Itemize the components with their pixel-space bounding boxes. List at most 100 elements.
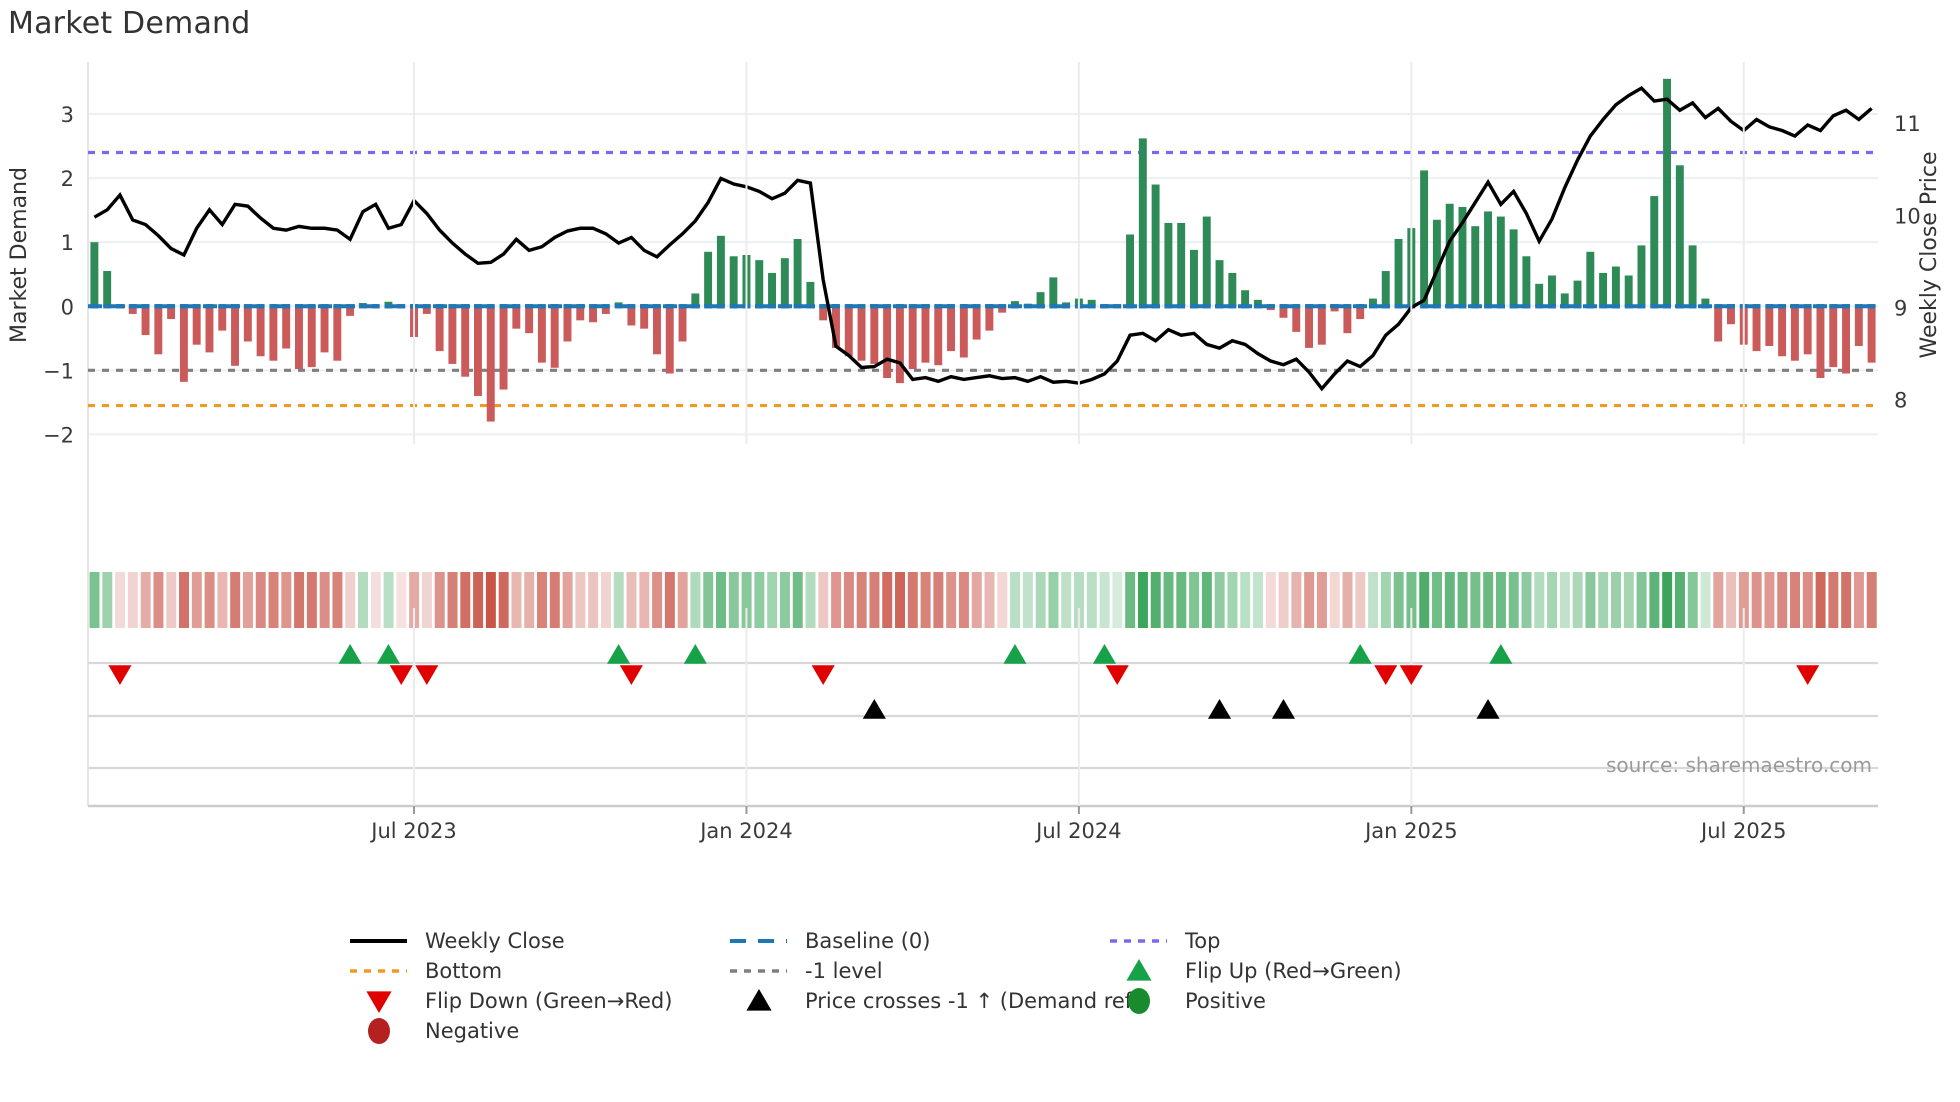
legend-item[interactable]: -1 level	[730, 959, 883, 983]
baseline-segment	[1062, 304, 1071, 309]
heatmap-cell	[639, 572, 650, 628]
baseline-segment	[256, 304, 265, 309]
baseline-segment	[1087, 304, 1096, 309]
baseline-segment	[1560, 304, 1569, 309]
legend-item[interactable]: Baseline (0)	[730, 929, 930, 953]
right-axis-tick-label: 9	[1894, 297, 1907, 321]
heatmap-cell	[1700, 572, 1711, 628]
heatmap-cell	[115, 572, 126, 628]
legend-item[interactable]: Flip Up (Red→Green)	[1126, 959, 1402, 983]
baseline-segment	[1765, 304, 1774, 309]
flip-down-marker	[811, 665, 835, 685]
demand-bar	[857, 306, 866, 361]
baseline-segment	[486, 304, 495, 309]
demand-bar	[320, 306, 329, 353]
demand-bar	[1228, 272, 1237, 307]
left-axis-tick-label: −2	[43, 423, 74, 447]
heatmap-cell	[1623, 572, 1634, 628]
demand-bar	[1253, 299, 1262, 307]
heatmap-cell	[1598, 572, 1609, 628]
baseline-segment	[537, 304, 546, 309]
demand-bar	[1816, 306, 1825, 379]
legend-item[interactable]: Bottom	[350, 959, 502, 983]
demand-bar	[563, 306, 572, 342]
baseline-segment	[691, 304, 700, 309]
demand-bar	[1215, 260, 1224, 307]
baseline-segment	[499, 304, 508, 309]
demand-bar	[1164, 222, 1173, 307]
baseline-segment	[1829, 304, 1838, 309]
legend-label-negative: Negative	[425, 1019, 519, 1043]
baseline-segment	[1496, 304, 1505, 309]
heatmap-cell	[767, 572, 778, 628]
baseline-segment	[959, 304, 968, 309]
source-watermark: source: sharemaestro.com	[1606, 753, 1872, 777]
heatmap-cell	[741, 572, 752, 628]
demand-bar	[1675, 165, 1684, 307]
flip-up-marker	[1092, 644, 1117, 664]
legend-item[interactable]: Negative	[368, 1018, 519, 1044]
heatmap-cell	[1738, 572, 1749, 628]
baseline-segment	[934, 304, 943, 309]
heatmap-cell	[485, 572, 496, 628]
legend-item[interactable]: Price crosses -1 ↑ (Demand ref)	[746, 989, 1140, 1013]
demand-bar	[1560, 293, 1569, 307]
legend-swatch-flip-up-red-green	[1126, 959, 1152, 981]
heatmap-cell	[933, 572, 944, 628]
flip-down-marker	[389, 665, 413, 685]
heatmap-cell	[1278, 572, 1289, 628]
demand-bar	[307, 306, 316, 368]
demand-bar	[154, 306, 163, 355]
baseline-segment	[716, 304, 725, 309]
heatmap-cell	[1777, 572, 1788, 628]
legend-item[interactable]: Flip Down (Green→Red)	[366, 989, 672, 1013]
heatmap-cell	[396, 572, 407, 628]
left-axis-title: Market Demand	[7, 167, 32, 343]
baseline-segment	[1126, 304, 1134, 309]
heatmap-cell	[242, 572, 253, 628]
baseline-segment	[1356, 304, 1365, 309]
heatmap-cell	[1368, 572, 1379, 628]
flip-up-marker	[1348, 644, 1372, 664]
demand-bar	[729, 256, 738, 307]
legend-item[interactable]: Positive	[1128, 988, 1266, 1014]
legend-item[interactable]: Top	[1110, 929, 1220, 953]
legend-item[interactable]: Weekly Close	[350, 929, 565, 953]
baseline-segment	[1778, 304, 1787, 309]
heatmap-cell	[1163, 572, 1174, 628]
heatmap-cell	[255, 572, 266, 628]
demand-bar	[128, 306, 137, 314]
baseline-segment	[422, 304, 431, 309]
demand-bar	[716, 235, 725, 307]
heatmap-cell	[1790, 572, 1800, 628]
demand-bar	[1867, 306, 1876, 363]
heatmap-cell	[984, 572, 995, 628]
baseline-segment	[1343, 304, 1352, 309]
heatmap-cell	[1751, 572, 1762, 628]
demand-bar	[780, 258, 789, 307]
baseline-segment	[614, 304, 623, 309]
demand-bar	[295, 306, 303, 370]
legend-label-1-level: -1 level	[805, 959, 883, 983]
heatmap-cell	[434, 572, 445, 628]
baseline-segment	[1036, 304, 1045, 309]
baseline-segment	[1330, 304, 1339, 309]
left-axis-tick-label: 2	[61, 167, 74, 191]
baseline-segment	[1023, 304, 1032, 309]
demand-bar	[384, 301, 393, 307]
heatmap-cell	[1866, 572, 1877, 628]
baseline-segment	[282, 304, 291, 309]
page-title: Market Demand	[8, 6, 251, 41]
baseline-segment	[1586, 304, 1595, 309]
heatmap-cell	[907, 572, 918, 628]
baseline-segment	[1445, 304, 1454, 309]
baseline-segment	[371, 304, 380, 309]
baseline-segment	[704, 304, 713, 309]
heatmap-cell	[1444, 572, 1455, 628]
heatmap-cell	[677, 572, 688, 628]
demand-bar	[691, 293, 700, 307]
demand-bar	[998, 306, 1007, 313]
demand-bar	[755, 260, 764, 307]
baseline-segment	[780, 304, 789, 309]
